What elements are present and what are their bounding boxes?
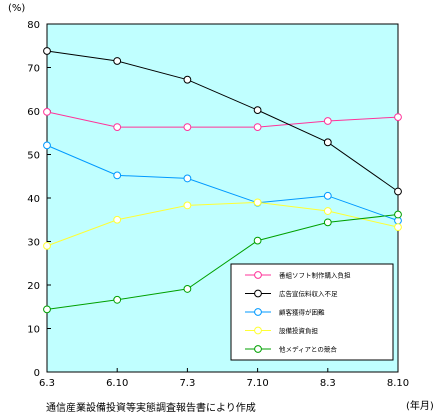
legend-entry: 設備投資負担 xyxy=(245,326,319,335)
y-tick-label: 30 xyxy=(27,238,40,249)
x-tick-label: 6.10 xyxy=(106,378,128,389)
data-point xyxy=(253,123,262,131)
x-unit-label: (年月) xyxy=(406,399,434,412)
series-line xyxy=(46,111,399,128)
data-point xyxy=(43,141,51,150)
data-point xyxy=(43,241,51,250)
y-tick-label: 0 xyxy=(34,368,40,379)
data-point xyxy=(113,57,122,65)
series-layer xyxy=(43,47,402,314)
data-point xyxy=(43,107,51,116)
data-point xyxy=(113,295,122,304)
series xyxy=(43,47,402,196)
x-tick-label: 7.10 xyxy=(246,378,268,389)
y-tick-label: 80 xyxy=(27,20,40,31)
data-point xyxy=(253,198,262,207)
legend-label: 顧客獲得が困難 xyxy=(279,308,325,317)
data-point xyxy=(183,75,192,84)
legend-marker xyxy=(254,289,262,298)
legend-label: 他メディアとの競合 xyxy=(279,345,337,354)
series-line xyxy=(46,201,399,247)
legend-marker xyxy=(254,308,262,316)
series-line xyxy=(46,214,399,310)
data-point xyxy=(113,171,122,180)
data-point xyxy=(323,138,332,147)
y-tick-label: 50 xyxy=(27,151,40,162)
series-line xyxy=(46,144,399,222)
x-tick-label: 6.3 xyxy=(39,378,55,389)
legend-label: 設備投資負担 xyxy=(279,326,319,335)
data-point xyxy=(253,106,262,115)
y-unit-label: (%) xyxy=(8,3,25,14)
data-point xyxy=(183,285,192,293)
data-point xyxy=(323,207,332,215)
data-point xyxy=(113,215,122,224)
data-point xyxy=(253,236,262,245)
data-point xyxy=(183,174,192,183)
legend: 番組ソフト制作購入負担広告宣伝料収入不足顧客獲得が困難設備投資負担他メディアとの… xyxy=(230,263,394,361)
legend-entry: 番組ソフト制作購入負担 xyxy=(245,271,351,280)
legend-label: 番組ソフト制作購入負担 xyxy=(279,271,351,280)
data-point xyxy=(394,210,402,219)
data-point xyxy=(323,117,332,125)
series-line xyxy=(46,50,399,192)
data-point xyxy=(394,113,402,121)
series xyxy=(43,210,402,314)
data-point xyxy=(43,305,51,314)
x-tick-label: 8.10 xyxy=(387,378,409,389)
data-point xyxy=(323,218,332,227)
y-tick-label: 10 xyxy=(27,325,40,336)
source-note: 通信産業設備投資等実態調査報告書により作成 xyxy=(46,401,256,414)
legend-marker xyxy=(254,345,262,353)
y-tick-label: 40 xyxy=(27,194,40,205)
series xyxy=(43,198,402,250)
legend-marker xyxy=(254,271,262,279)
legend-entry: 顧客獲得が困難 xyxy=(245,308,325,317)
data-point xyxy=(43,47,51,55)
data-point xyxy=(183,123,192,131)
x-tick-label: 7.3 xyxy=(179,378,195,389)
data-point xyxy=(394,187,402,196)
x-tick-label: 8.3 xyxy=(320,378,336,389)
data-point xyxy=(113,123,122,131)
legend-entry: 他メディアとの競合 xyxy=(245,345,337,354)
data-point xyxy=(183,201,192,210)
y-tick-label: 70 xyxy=(27,64,40,75)
legend-label: 広告宣伝料収入不足 xyxy=(279,289,338,298)
legend-entry: 広告宣伝料収入不足 xyxy=(245,289,338,298)
series xyxy=(43,107,402,131)
y-tick-label: 20 xyxy=(27,281,40,292)
y-tick-label: 60 xyxy=(27,107,40,118)
legend-marker xyxy=(254,326,262,335)
data-point xyxy=(323,191,332,200)
data-point xyxy=(394,223,402,232)
